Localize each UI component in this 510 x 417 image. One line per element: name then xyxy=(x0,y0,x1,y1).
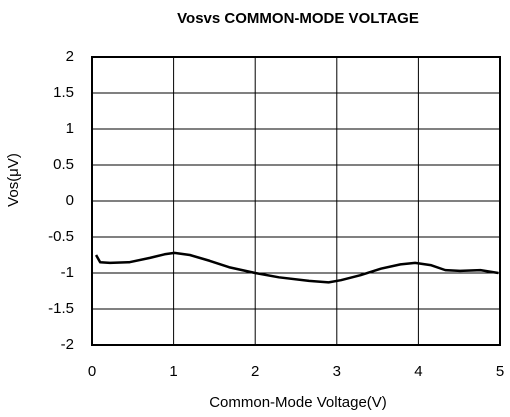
plot-frame xyxy=(91,56,501,346)
x-tick-label: 1 xyxy=(169,363,177,380)
y-tick-label: 1 xyxy=(66,120,74,137)
y-tick-label: 2 xyxy=(66,48,74,65)
y-axis-label: Vos(μV) xyxy=(5,153,22,207)
y-tick-label: -1.5 xyxy=(48,300,74,317)
x-tick-label: 0 xyxy=(88,363,96,380)
y-tick-label: 0 xyxy=(66,192,74,209)
x-tick-label: 4 xyxy=(414,363,422,380)
y-tick-label: -1 xyxy=(61,264,74,281)
chart-title: Vosvs COMMON-MODE VOLTAGE xyxy=(177,10,419,27)
data-line xyxy=(94,251,499,284)
y-tick-label: 0.5 xyxy=(53,156,74,173)
x-tick-label: 2 xyxy=(251,363,259,380)
y-tick-label: -0.5 xyxy=(48,228,74,245)
x-tick-label: 5 xyxy=(496,363,504,380)
y-tick-label: 1.5 xyxy=(53,84,74,101)
x-axis-label: Common-Mode Voltage(V) xyxy=(209,394,387,411)
y-tick-label: -2 xyxy=(61,336,74,353)
x-tick-label: 3 xyxy=(333,363,341,380)
